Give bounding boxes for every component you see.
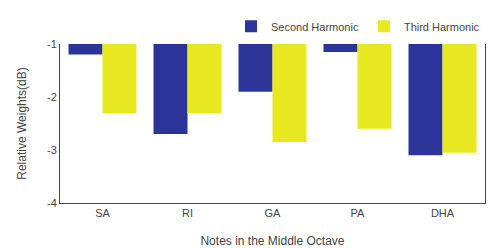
svg-text:DHA: DHA xyxy=(431,207,455,219)
svg-text:SA: SA xyxy=(95,207,110,219)
svg-text:Second Harmonic: Second Harmonic xyxy=(271,21,359,33)
svg-text:-2: -2 xyxy=(47,91,57,103)
svg-text:Third Harmonic: Third Harmonic xyxy=(404,21,480,33)
svg-text:-1: -1 xyxy=(47,38,57,50)
svg-text:GA: GA xyxy=(265,207,282,219)
svg-text:RI: RI xyxy=(182,207,193,219)
svg-text:Relative Weights(dB): Relative Weights(dB) xyxy=(15,67,29,180)
svg-text:-3: -3 xyxy=(47,144,57,156)
svg-text:Notes in the Middle Octave: Notes in the Middle Octave xyxy=(200,234,344,248)
svg-text:PA: PA xyxy=(351,207,366,219)
svg-text:-4: -4 xyxy=(47,197,57,209)
